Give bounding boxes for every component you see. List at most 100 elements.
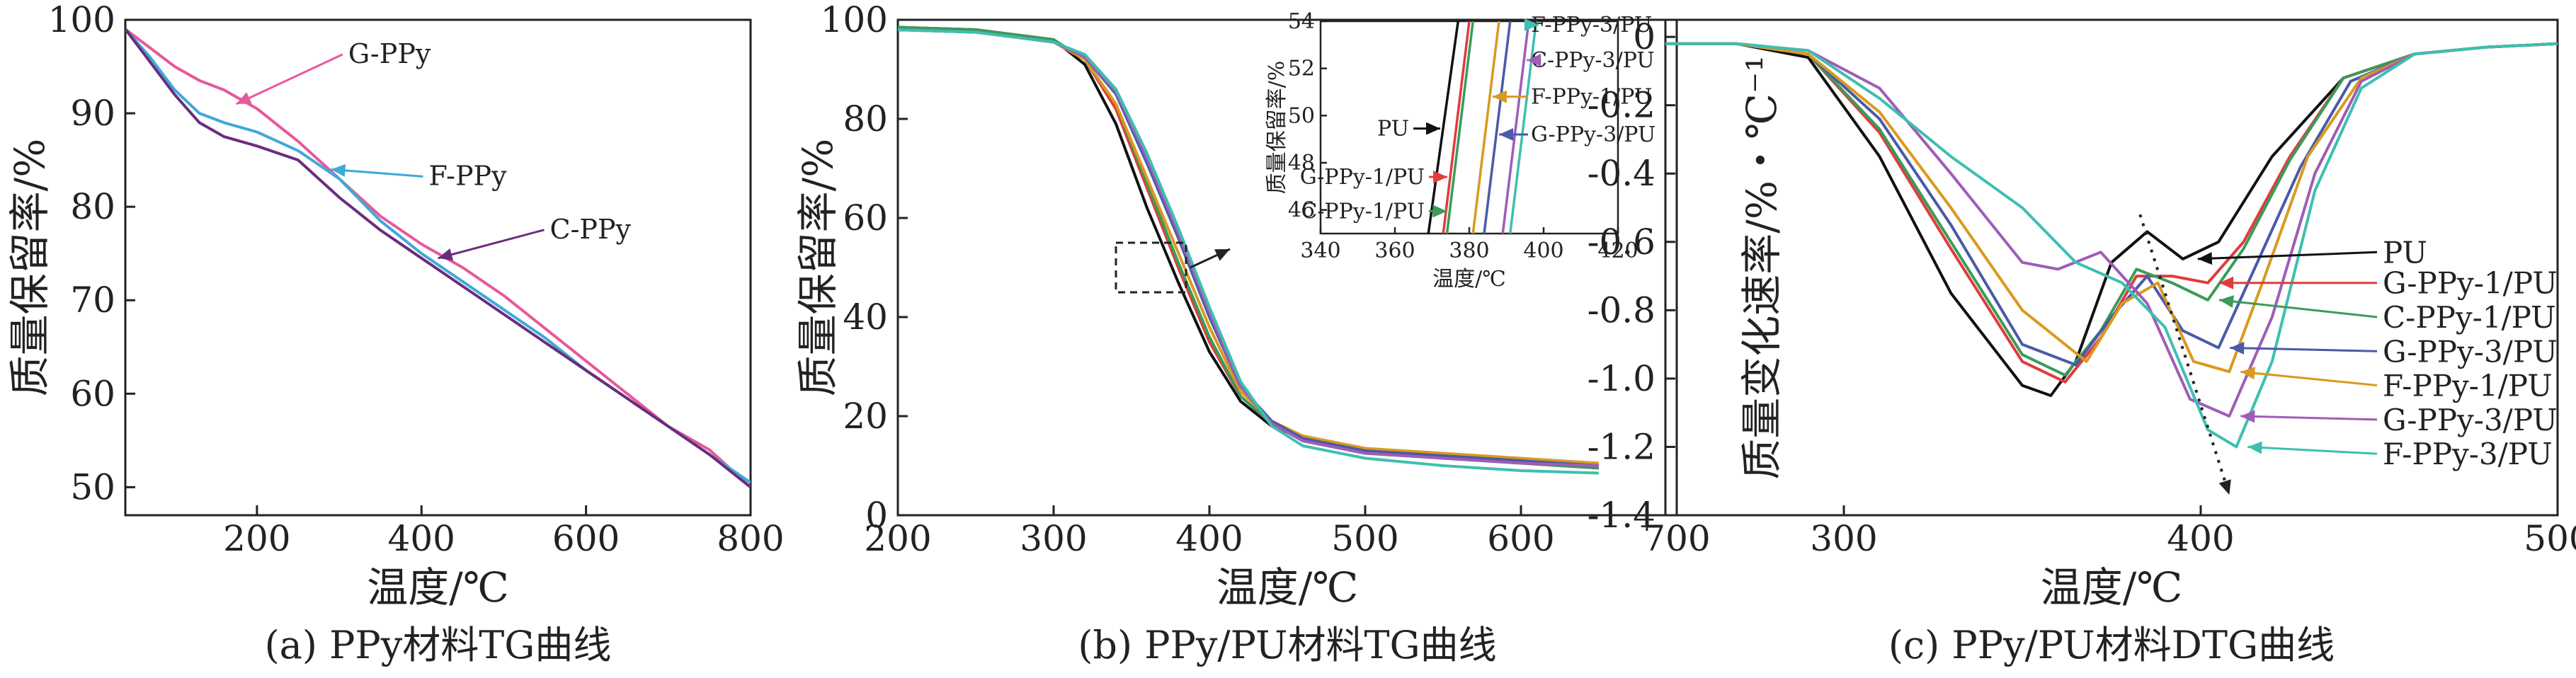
panel-a-x-tick-label: 400 xyxy=(388,518,455,559)
inset-series-line xyxy=(1442,21,1471,234)
panel-b-y-tick-label: 20 xyxy=(843,396,888,437)
panel-a-annotation-arrow-head xyxy=(438,248,454,261)
panel-c-y-tick-label: -0.6 xyxy=(1588,222,1655,263)
inset-y-axis-label: 质量保留率/% xyxy=(1265,61,1289,195)
inset-x-tick-label: 420 xyxy=(1597,239,1638,263)
panel-c-legend-label: F-PPy-1/PU xyxy=(2383,369,2553,403)
panel-a-plot-frame xyxy=(124,18,752,517)
panel-c-legend-leader xyxy=(2197,251,2378,260)
inset-x-tick-label: 380 xyxy=(1449,239,1489,263)
panel-b-y-tick-label: 40 xyxy=(843,297,888,338)
panel-a-y-tick-label: 80 xyxy=(70,186,115,227)
panel-a-y-tick-label: 70 xyxy=(70,280,115,321)
inset-x-axis-label: 温度/℃ xyxy=(1432,267,1506,292)
panel-b-y-tick-label: 100 xyxy=(821,0,888,40)
panel-b-x-tick-label: 700 xyxy=(1643,518,1710,559)
panel-c-legend-label: F-PPy-3/PU xyxy=(2383,437,2553,471)
panel-c-legend-label: PU xyxy=(2383,235,2427,270)
panel-a-x-tick-label: 600 xyxy=(552,518,620,559)
panel-c-legend-leader xyxy=(2230,346,2378,352)
inset-series-label: C-PPy-3/PU xyxy=(1531,48,1655,73)
panel-b-x-tick-label: 500 xyxy=(1331,518,1398,559)
inset-series-label: PU xyxy=(1377,117,1409,142)
panel-a-series-line xyxy=(125,28,751,488)
panel-c-y-tick-label: -0.8 xyxy=(1588,289,1655,331)
panel-a-annotation-arrow xyxy=(236,53,343,105)
panel-c-series-line xyxy=(1665,42,2558,377)
panel-c-x-tick-label: 300 xyxy=(1810,518,1877,559)
inset-y-tick-label: 50 xyxy=(1288,103,1315,128)
panel-c-x-axis-label: 温度/℃ xyxy=(2041,563,2182,611)
panel-c-legend-label: G-PPy-3/PU xyxy=(2383,334,2558,369)
panel-b-series-line xyxy=(898,28,1600,475)
panel-b-y-tick-label: 80 xyxy=(843,98,888,139)
panel-a-y-tick-label: 60 xyxy=(70,373,115,414)
panel-c-y-tick-label: 0 xyxy=(1633,16,1655,57)
panel-b-x-tick-label: 300 xyxy=(1020,518,1087,559)
panel-a-series-line xyxy=(125,28,751,488)
inset-series-label: G-PPy-1/PU xyxy=(1300,165,1425,190)
panel-a-y-tick-label: 50 xyxy=(70,466,115,507)
panel-a-y-tick-label: 100 xyxy=(48,0,115,40)
inset-x-tick-label: 340 xyxy=(1300,239,1340,263)
panel-c-legend-leader xyxy=(2247,445,2378,455)
panel-c-x-tick-label: 500 xyxy=(2524,518,2576,559)
panel-a-annotation: F-PPy xyxy=(428,160,507,191)
inset-series-line xyxy=(1471,21,1500,234)
panel-a-x-tick-label: 200 xyxy=(223,518,290,559)
panel-a-y-tick-label: 90 xyxy=(70,93,115,134)
panel-c-y-axis-label: 质量变化速率/%・℃⁻¹ xyxy=(1738,55,1786,479)
panel-c-y-tick-label: -0.2 xyxy=(1588,85,1655,126)
inset-series-line xyxy=(1427,21,1459,234)
inset-series-label: F-PPy-3/PU xyxy=(1531,13,1652,38)
inset-y-tick-label: 46 xyxy=(1288,198,1315,223)
inset-x-tick-label: 400 xyxy=(1523,239,1563,263)
panel-c-legend-leader-head xyxy=(2197,252,2213,265)
panel-a-annotation: G-PPy xyxy=(348,38,431,69)
panel-c-series-line xyxy=(1665,42,2558,374)
panel-b-x-axis-label: 温度/℃ xyxy=(1216,563,1358,611)
inset-series-line xyxy=(1483,21,1512,234)
inset-label-arrow-head xyxy=(1432,205,1447,218)
inset-series-line xyxy=(1509,21,1538,234)
panel-a-annotation: C-PPy xyxy=(550,214,632,245)
panel-b-caption: (b) PPy/PU材料TG曲线 xyxy=(1078,623,1496,667)
inset-series-label: G-PPy-3/PU xyxy=(1531,122,1655,147)
panel-a-x-tick-label: 800 xyxy=(717,518,784,559)
panel-c-legend-leader-head xyxy=(2240,410,2255,423)
panel-a-x-axis-label: 温度/℃ xyxy=(367,563,508,611)
panel-b-x-tick-label: 200 xyxy=(864,518,931,559)
panel-c-legend-label: G-PPy-1/PU xyxy=(2383,266,2558,301)
inset-label-arrow-head xyxy=(1492,90,1507,103)
panel-b-x-tick-label: 600 xyxy=(1487,518,1554,559)
panel-b-y-tick-label: 0 xyxy=(865,495,888,536)
panel-c-y-tick-label: -0.4 xyxy=(1588,153,1655,194)
panel-a-y-axis-label: 质量保留率/% xyxy=(6,139,54,397)
inset-label-arrow-head xyxy=(1527,54,1541,67)
panel-b-y-axis-label: 质量保留率/% xyxy=(794,139,842,397)
inset-series-label: C-PPy-1/PU xyxy=(1301,199,1425,224)
panel-a-annotation-arrow-head xyxy=(236,92,252,104)
panel-a-caption: (a) PPy材料TG曲线 xyxy=(265,623,612,667)
panel-a-annotation-arrow xyxy=(438,229,545,260)
panel-c-legend-leader-head xyxy=(2219,276,2234,289)
inset-x-tick-label: 360 xyxy=(1374,239,1415,263)
panel-c-legend-label: C-PPy-1/PU xyxy=(2383,300,2556,335)
panel-a-annotation-arrow-head xyxy=(331,163,346,177)
panel-c-legend-leader-head xyxy=(2240,367,2256,380)
inset-label-arrow-head xyxy=(1499,128,1514,141)
panel-c-y-tick-label: -1.2 xyxy=(1588,426,1655,467)
inset-label-arrow-head xyxy=(1524,18,1539,31)
panel-c-caption: (c) PPy/PU材料DTG曲线 xyxy=(1888,623,2335,667)
panel-c-legend-label: G-PPy-3/PU xyxy=(2383,403,2558,437)
inset-series-line xyxy=(1445,21,1474,234)
panel-c-legend-leader xyxy=(2240,415,2378,421)
panel-c-plot-frame xyxy=(1664,18,2559,517)
inset-series-line xyxy=(1501,21,1530,234)
inset-y-tick-label: 48 xyxy=(1288,151,1315,176)
panel-b-zoom-region xyxy=(1115,241,1187,294)
panel-b-x-tick-label: 400 xyxy=(1175,518,1243,559)
panel-c-trend-arrow-head xyxy=(2218,479,2231,495)
